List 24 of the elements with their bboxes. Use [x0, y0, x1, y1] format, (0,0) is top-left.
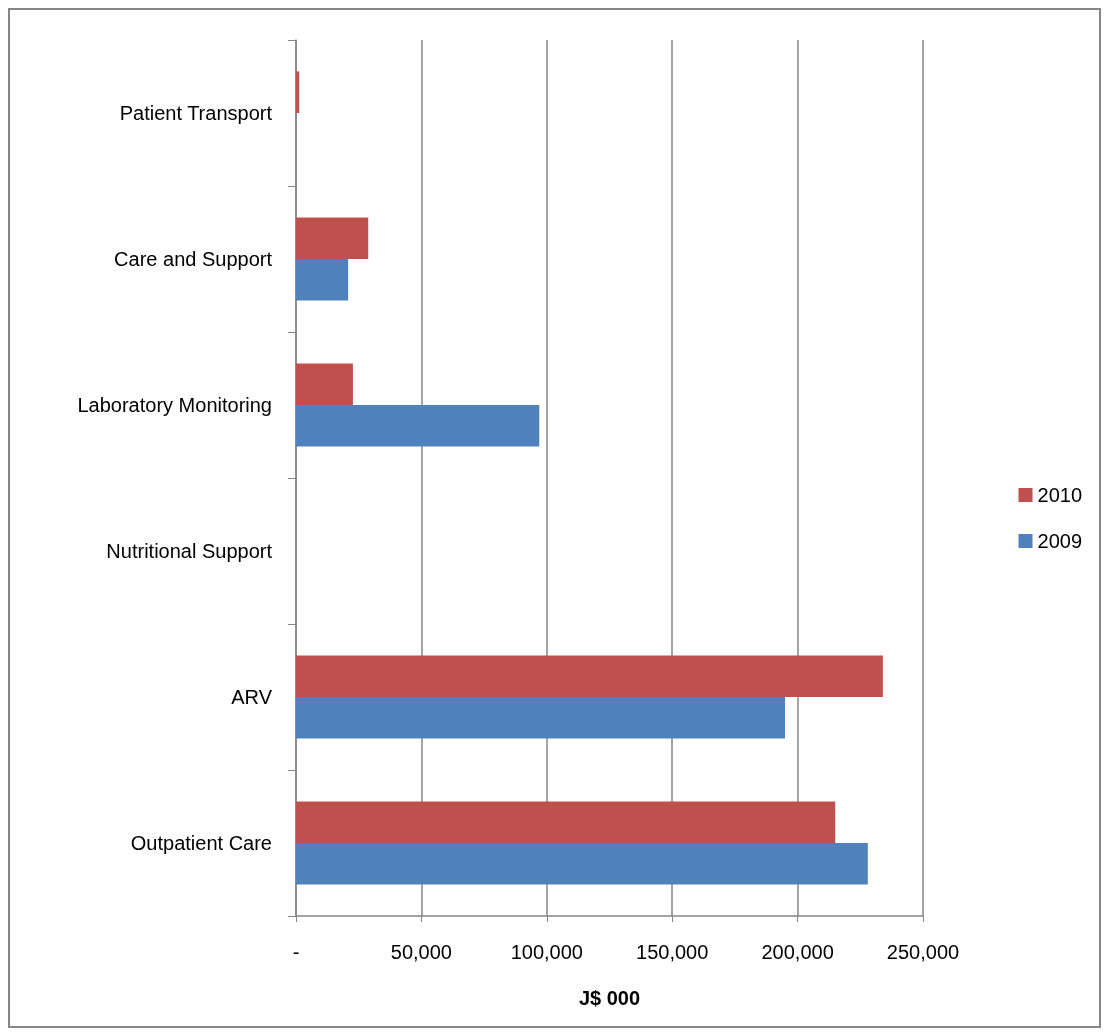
bar	[296, 697, 786, 739]
y-tick-label: Laboratory Monitoring	[77, 394, 272, 416]
y-tick-label: Patient Transport	[119, 102, 273, 124]
y-tick-label: Care and Support	[114, 248, 273, 270]
y-tick-label: Outpatient Care	[130, 832, 272, 854]
legend-label: 2009	[1037, 530, 1083, 552]
bar	[296, 259, 349, 301]
y-tick-label: ARV	[231, 686, 273, 708]
x-tick-label: 50,000	[390, 941, 452, 963]
bar	[296, 217, 369, 259]
bar	[296, 71, 300, 113]
y-tick-label: Nutritional Support	[106, 540, 273, 562]
x-tick-label: 200,000	[761, 941, 834, 963]
bar	[296, 843, 868, 885]
bar	[296, 363, 353, 405]
x-tick-label: 150,000	[636, 941, 709, 963]
bar	[296, 801, 836, 843]
x-tick-label: 250,000	[886, 941, 960, 963]
bar	[296, 405, 540, 447]
legend-label: 2010	[1037, 484, 1083, 506]
x-axis-title: J$ 000	[578, 987, 641, 1009]
x-tick-label: -	[292, 941, 300, 963]
bar	[296, 655, 883, 697]
x-tick-label: 100,000	[510, 941, 583, 963]
